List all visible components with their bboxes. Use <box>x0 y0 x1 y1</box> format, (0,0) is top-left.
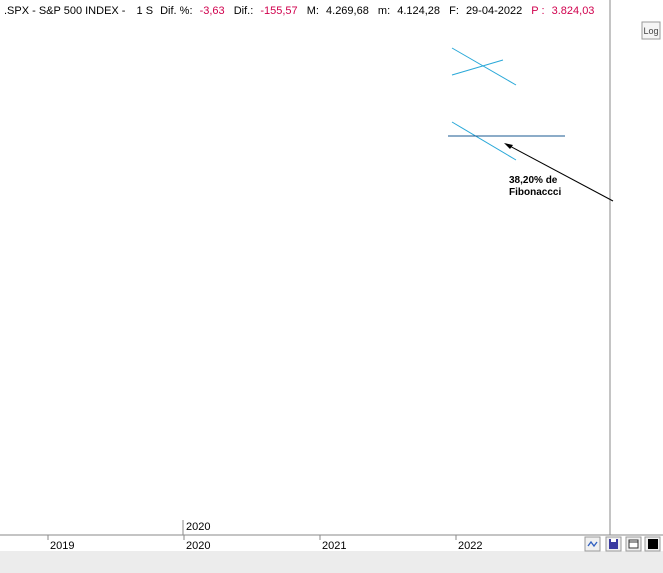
annotation-line1: 38,20% de <box>509 175 558 186</box>
annotation-arrow-head <box>504 143 513 149</box>
header-max-label: M: <box>307 5 319 17</box>
color-square-icon[interactable] <box>644 536 661 552</box>
header-dif-value: -155,57 <box>260 5 297 17</box>
header-symbol: .SPX - S&P 500 INDEX - <box>4 5 126 17</box>
header-date-value: 29-04-2022 <box>466 5 522 17</box>
x-tick-label: 2019 <box>50 540 74 552</box>
header-min-label: m: <box>378 5 390 17</box>
save-icon[interactable] <box>605 536 622 552</box>
header-min-value: 4.124,28 <box>397 5 440 17</box>
status-bar <box>0 551 663 573</box>
header-line: .SPX - S&P 500 INDEX - 1 S Dif. %: -3,63… <box>4 5 594 17</box>
drawing-tools-layer[interactable] <box>448 47 614 202</box>
annotation-arrow-line <box>505 143 614 202</box>
channel-lower-line <box>451 121 517 161</box>
annotation-line2: Fibonaccci <box>509 187 561 198</box>
header-max-value: 4.269,68 <box>326 5 369 17</box>
header-price-label: P : <box>531 5 544 17</box>
header-date-label: F: <box>449 5 459 17</box>
channel-upper-line <box>451 47 517 86</box>
window-icon[interactable] <box>625 536 642 552</box>
header-dif-pct-label: Dif. %: <box>160 5 192 17</box>
channel-cross-line <box>451 59 504 76</box>
header-dif-pct-value: -3,63 <box>200 5 225 17</box>
x-tick-label: 2022 <box>458 540 482 552</box>
log-scale-label: Log <box>643 26 658 36</box>
log-scale-toggle[interactable]: Log <box>641 21 661 40</box>
x-extra-label: 2020 <box>186 521 210 533</box>
x-tick-label: 2020 <box>186 540 210 552</box>
header-dif-label: Dif.: <box>234 5 254 17</box>
axis-labels-layer: 5.0004.5004.0003.5003.0002.5002019202020… <box>47 521 482 552</box>
x-tick-label: 2021 <box>322 540 346 552</box>
toolbar <box>584 536 661 552</box>
wave-icon[interactable] <box>584 536 601 552</box>
header-period: 1 S <box>137 5 154 17</box>
header-price-value: 3.824,03 <box>552 5 595 17</box>
